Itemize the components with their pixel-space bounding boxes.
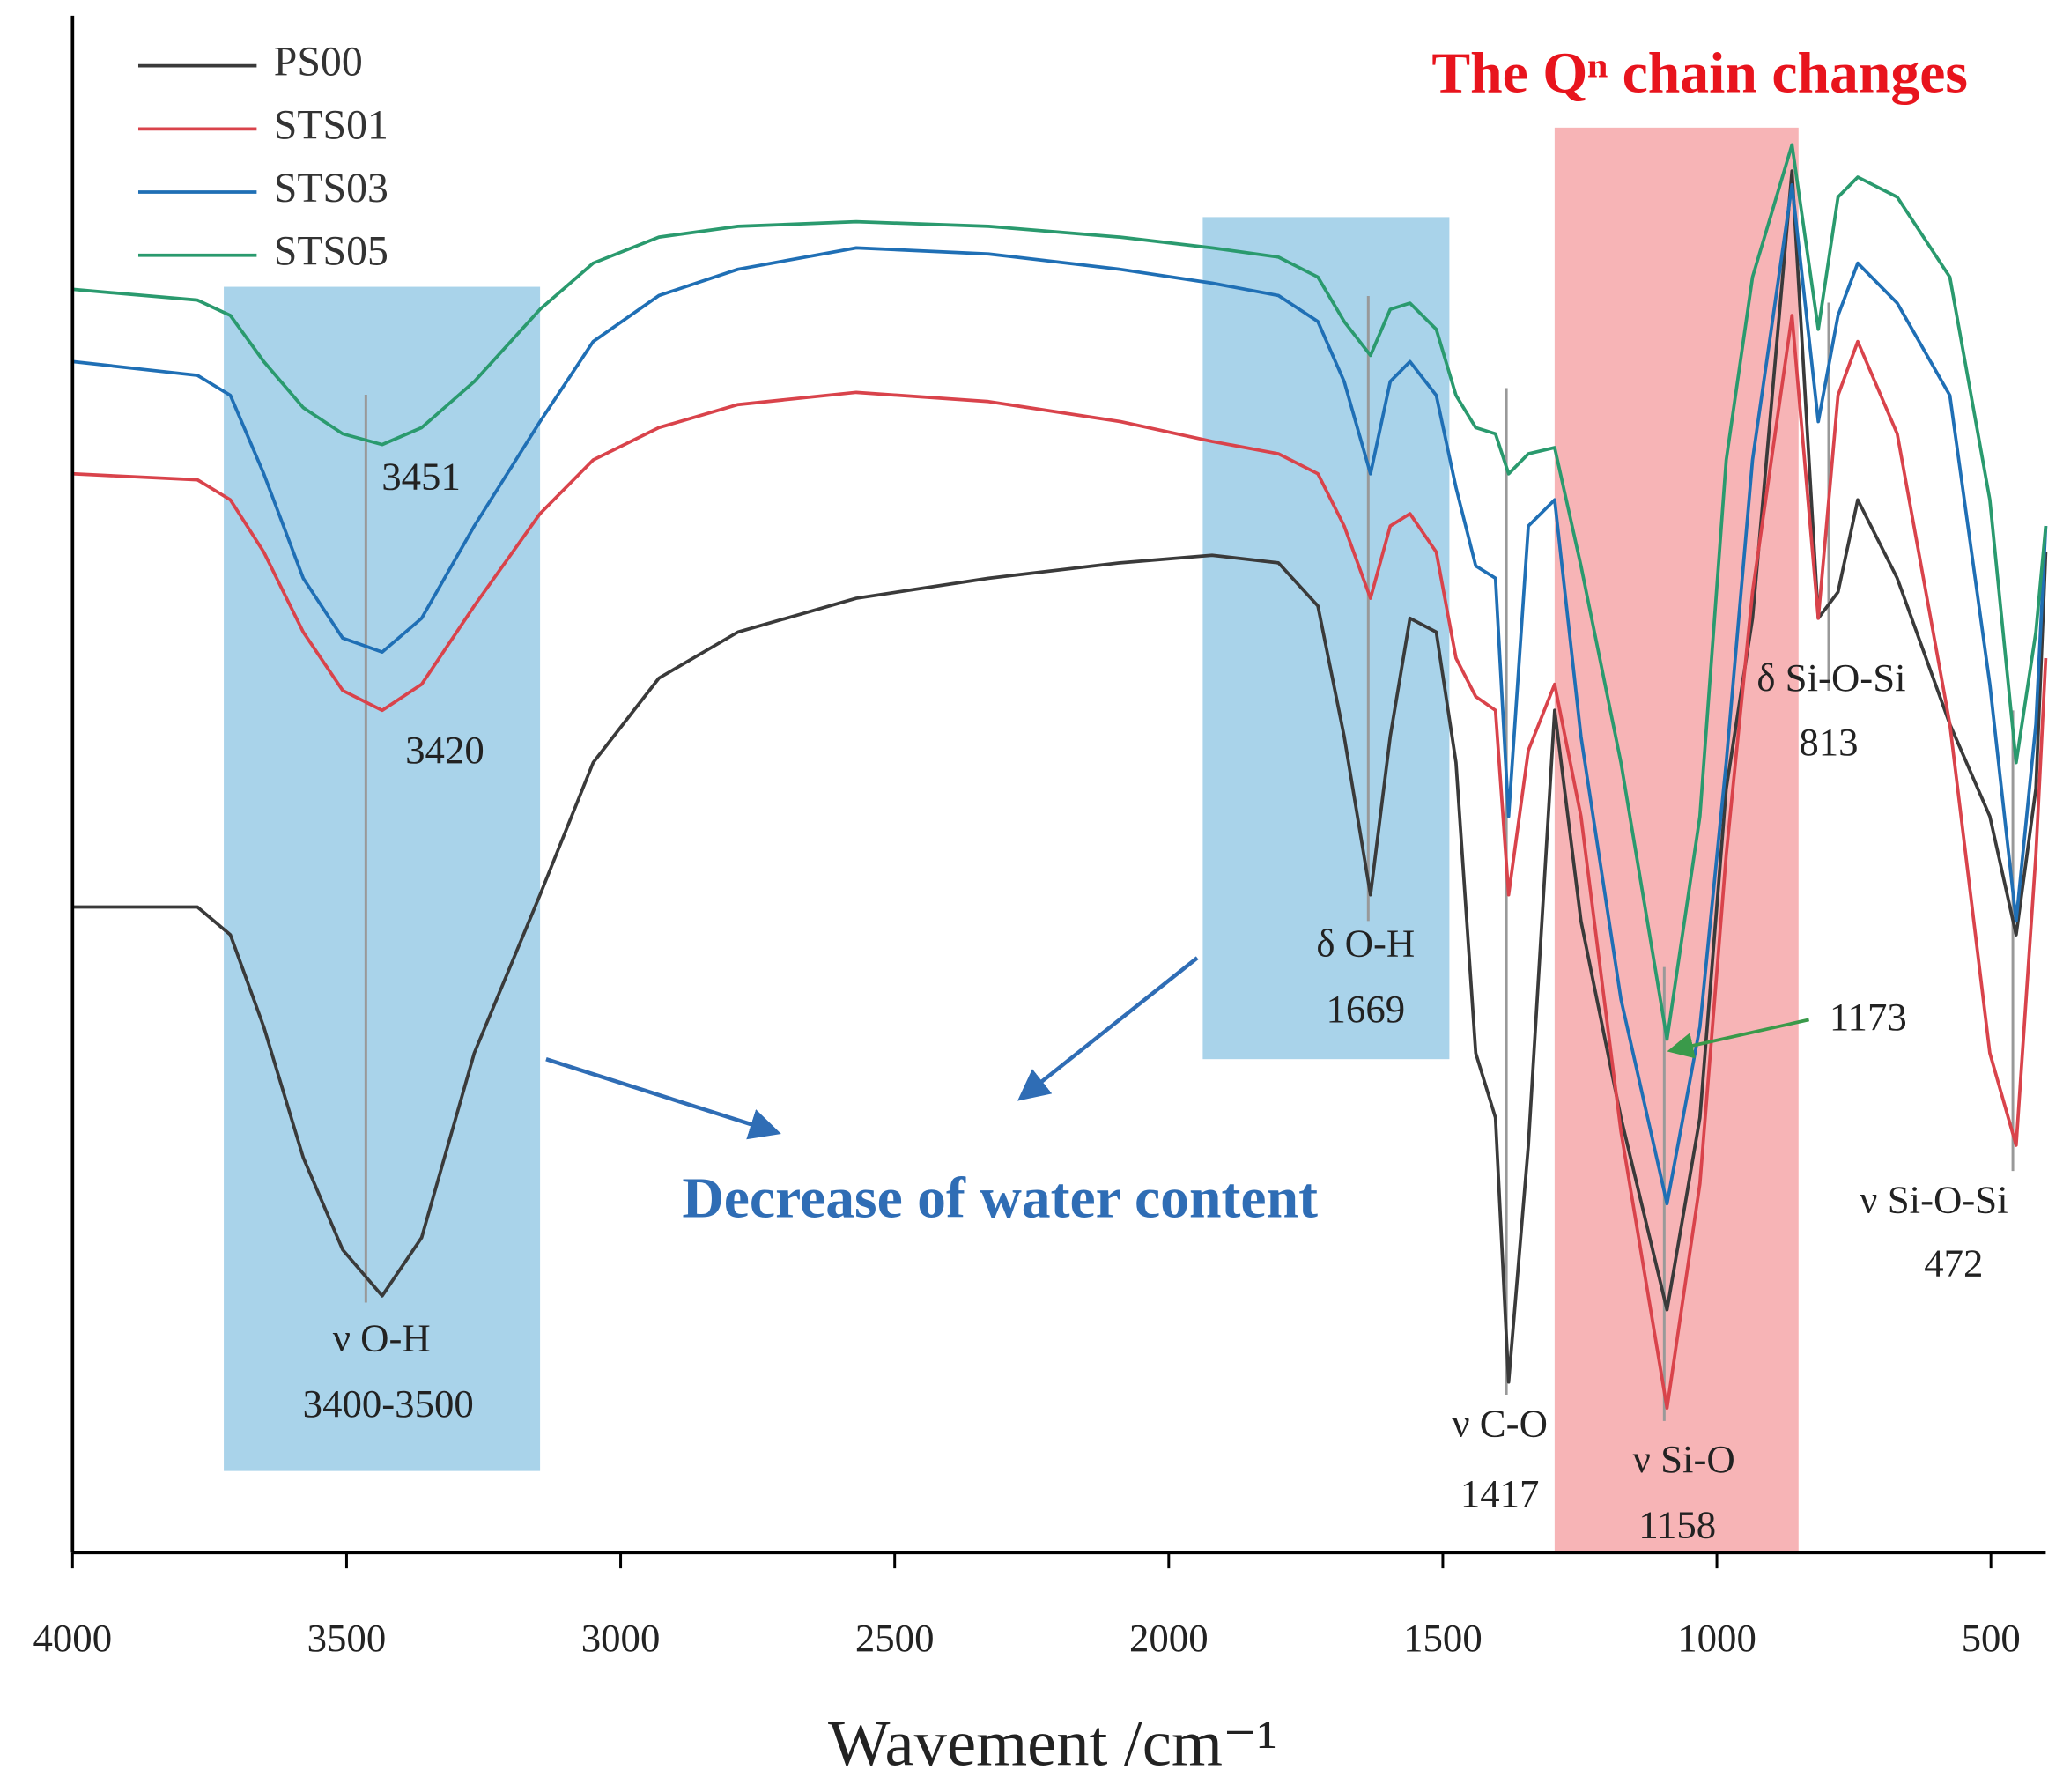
legend-label: STS01	[274, 101, 388, 148]
x-tick-label: 1500	[1403, 1616, 1483, 1660]
x-tick-label: 4000	[33, 1616, 113, 1660]
peak-annotation: 1669	[1327, 987, 1406, 1031]
spectrum-line	[72, 169, 2048, 1384]
legend-label: STS05	[274, 228, 388, 275]
peak-annotation: 1158	[1638, 1503, 1716, 1547]
peak-annotation: δ Si-O-Si	[1756, 655, 1905, 700]
x-tick-label: 3500	[307, 1616, 387, 1660]
peak-annotation: ν C-O	[1452, 1402, 1548, 1446]
arrow	[1667, 1018, 1810, 1059]
legend-label: STS03	[274, 165, 388, 211]
arrow	[545, 1057, 781, 1140]
x-tick-label: 1000	[1677, 1616, 1756, 1660]
x-tick-label: 2500	[855, 1616, 935, 1660]
plot-layer	[72, 143, 2048, 1421]
x-tick-label: 2000	[1129, 1616, 1209, 1660]
x-tick-label: 3000	[581, 1616, 661, 1660]
peak-annotation: ν Si-O-Si	[1860, 1178, 2008, 1222]
peak-annotation: ν Si-O	[1633, 1437, 1735, 1481]
peak-annotation: δ O-H	[1316, 922, 1415, 966]
peak-annotation: 3420	[405, 728, 484, 772]
callout-text: Decrease of water content	[682, 1166, 1318, 1231]
peak-annotation: 1173	[1830, 995, 1907, 1039]
peak-annotation: 472	[1924, 1240, 1983, 1285]
x-tick-label: 500	[1962, 1616, 2021, 1660]
spectrum-line	[72, 314, 2048, 1411]
chart-title: The Qⁿ chain changes	[1431, 41, 1968, 106]
peak-annotation: 3400-3500	[303, 1381, 474, 1425]
x-axis-title: Wavement /cm⁻¹	[828, 1707, 1277, 1780]
peak-annotation: 3451	[381, 454, 461, 498]
legend-label: PS00	[274, 39, 363, 85]
peak-annotation: 813	[1799, 720, 1858, 764]
highlight-region	[224, 286, 541, 1471]
spectrum-line	[72, 143, 2048, 1041]
region-layer	[224, 127, 1799, 1553]
spectrum-line	[72, 182, 2048, 1206]
peak-annotation: 1417	[1460, 1471, 1540, 1515]
peak-annotation: ν O-H	[333, 1316, 431, 1360]
arrow	[1017, 956, 1199, 1101]
